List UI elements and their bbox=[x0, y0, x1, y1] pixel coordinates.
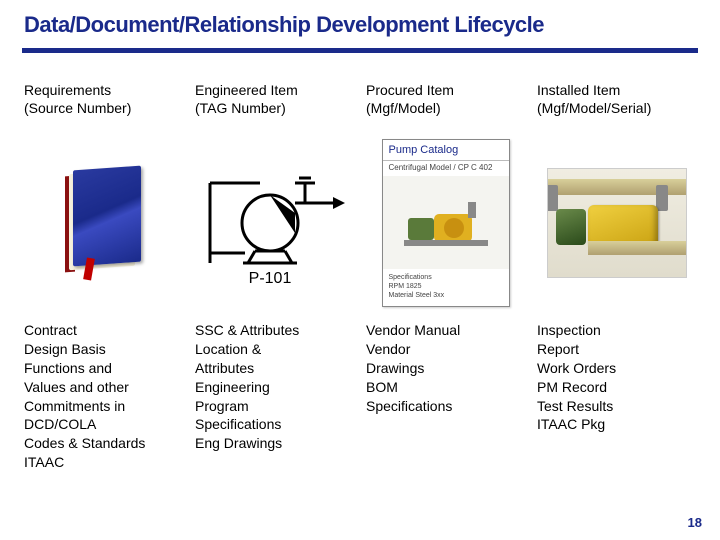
body-line: Specifications bbox=[195, 415, 354, 434]
catalog-image-icon bbox=[383, 176, 509, 269]
body-line: Program bbox=[195, 397, 354, 416]
body-line: Codes & Standards bbox=[24, 434, 183, 453]
body-line: Engineering bbox=[195, 378, 354, 397]
catalog-title: Pump Catalog bbox=[383, 140, 509, 161]
body-line: Design Basis bbox=[24, 340, 183, 359]
body-line: Drawings bbox=[366, 359, 525, 378]
body-line: PM Record bbox=[537, 378, 696, 397]
body-line: Specifications bbox=[366, 397, 525, 416]
pump-pid-symbol-icon: P-101 bbox=[205, 153, 345, 293]
body-line: Test Results bbox=[537, 397, 696, 416]
col-engineered: Engineered Item (TAG Number) bbox=[195, 81, 354, 472]
col-body: Inspection Report Work Orders PM Record … bbox=[537, 321, 696, 434]
col-header-line1: Engineered Item bbox=[195, 81, 354, 99]
col-body: Vendor Manual Vendor Drawings BOM Specif… bbox=[366, 321, 525, 415]
title-rule bbox=[22, 48, 698, 53]
body-line: Attributes bbox=[195, 359, 354, 378]
col-procured: Procured Item (Mgf/Model) Pump Catalog C… bbox=[366, 81, 525, 472]
body-line: Vendor bbox=[366, 340, 525, 359]
col-body: Contract Design Basis Functions and Valu… bbox=[24, 321, 183, 472]
col-illustration bbox=[24, 133, 183, 313]
body-line: Contract bbox=[24, 321, 183, 340]
col-header-line1: Installed Item bbox=[537, 81, 696, 99]
body-line: Report bbox=[537, 340, 696, 359]
installed-pump-photo-icon bbox=[547, 168, 687, 278]
body-line: DCD/COLA bbox=[24, 415, 183, 434]
body-line: Vendor Manual bbox=[366, 321, 525, 340]
book-icon bbox=[59, 168, 149, 278]
spec-line: Material Steel 3xx bbox=[389, 291, 503, 300]
col-body: SSC & Attributes Location & Attributes E… bbox=[195, 321, 354, 453]
pump-catalog-card: Pump Catalog Centrifugal Model / CP C 40… bbox=[382, 139, 510, 307]
col-illustration: P-101 bbox=[195, 133, 354, 313]
col-header-line2: (Source Number) bbox=[24, 99, 183, 117]
col-header-line2: (TAG Number) bbox=[195, 99, 354, 117]
col-header-line1: Procured Item bbox=[366, 81, 525, 99]
page-title: Data/Document/Relationship Development L… bbox=[24, 12, 696, 38]
col-header-line2: (Mgf/Model/Serial) bbox=[537, 99, 696, 117]
pid-label: P-101 bbox=[248, 270, 291, 287]
col-requirements: Requirements (Source Number) Contract De… bbox=[24, 81, 183, 472]
lifecycle-columns: Requirements (Source Number) Contract De… bbox=[24, 81, 696, 472]
spec-line: RPM 1825 bbox=[389, 282, 503, 291]
body-line: ITAAC Pkg bbox=[537, 415, 696, 434]
page-number: 18 bbox=[688, 515, 702, 530]
spec-line: Specifications bbox=[389, 273, 503, 282]
body-line: BOM bbox=[366, 378, 525, 397]
col-header: Requirements (Source Number) bbox=[24, 81, 183, 125]
col-illustration: Pump Catalog Centrifugal Model / CP C 40… bbox=[366, 133, 525, 313]
body-line: SSC & Attributes bbox=[195, 321, 354, 340]
col-header-line1: Requirements bbox=[24, 81, 183, 99]
body-line: Values and other bbox=[24, 378, 183, 397]
body-line: Location & bbox=[195, 340, 354, 359]
col-header: Engineered Item (TAG Number) bbox=[195, 81, 354, 125]
col-illustration bbox=[537, 133, 696, 313]
body-line: Inspection bbox=[537, 321, 696, 340]
body-line: ITAAC bbox=[24, 453, 183, 472]
body-line: Eng Drawings bbox=[195, 434, 354, 453]
col-header-line2: (Mgf/Model) bbox=[366, 99, 525, 117]
body-line: Commitments in bbox=[24, 397, 183, 416]
col-header: Procured Item (Mgf/Model) bbox=[366, 81, 525, 125]
col-header: Installed Item (Mgf/Model/Serial) bbox=[537, 81, 696, 125]
body-line: Functions and bbox=[24, 359, 183, 378]
catalog-subtitle: Centrifugal Model / CP C 402 bbox=[383, 161, 509, 176]
catalog-spec: Specifications RPM 1825 Material Steel 3… bbox=[383, 269, 509, 306]
col-installed: Installed Item (Mgf/Model/Serial) Inspec… bbox=[537, 81, 696, 472]
body-line: Work Orders bbox=[537, 359, 696, 378]
